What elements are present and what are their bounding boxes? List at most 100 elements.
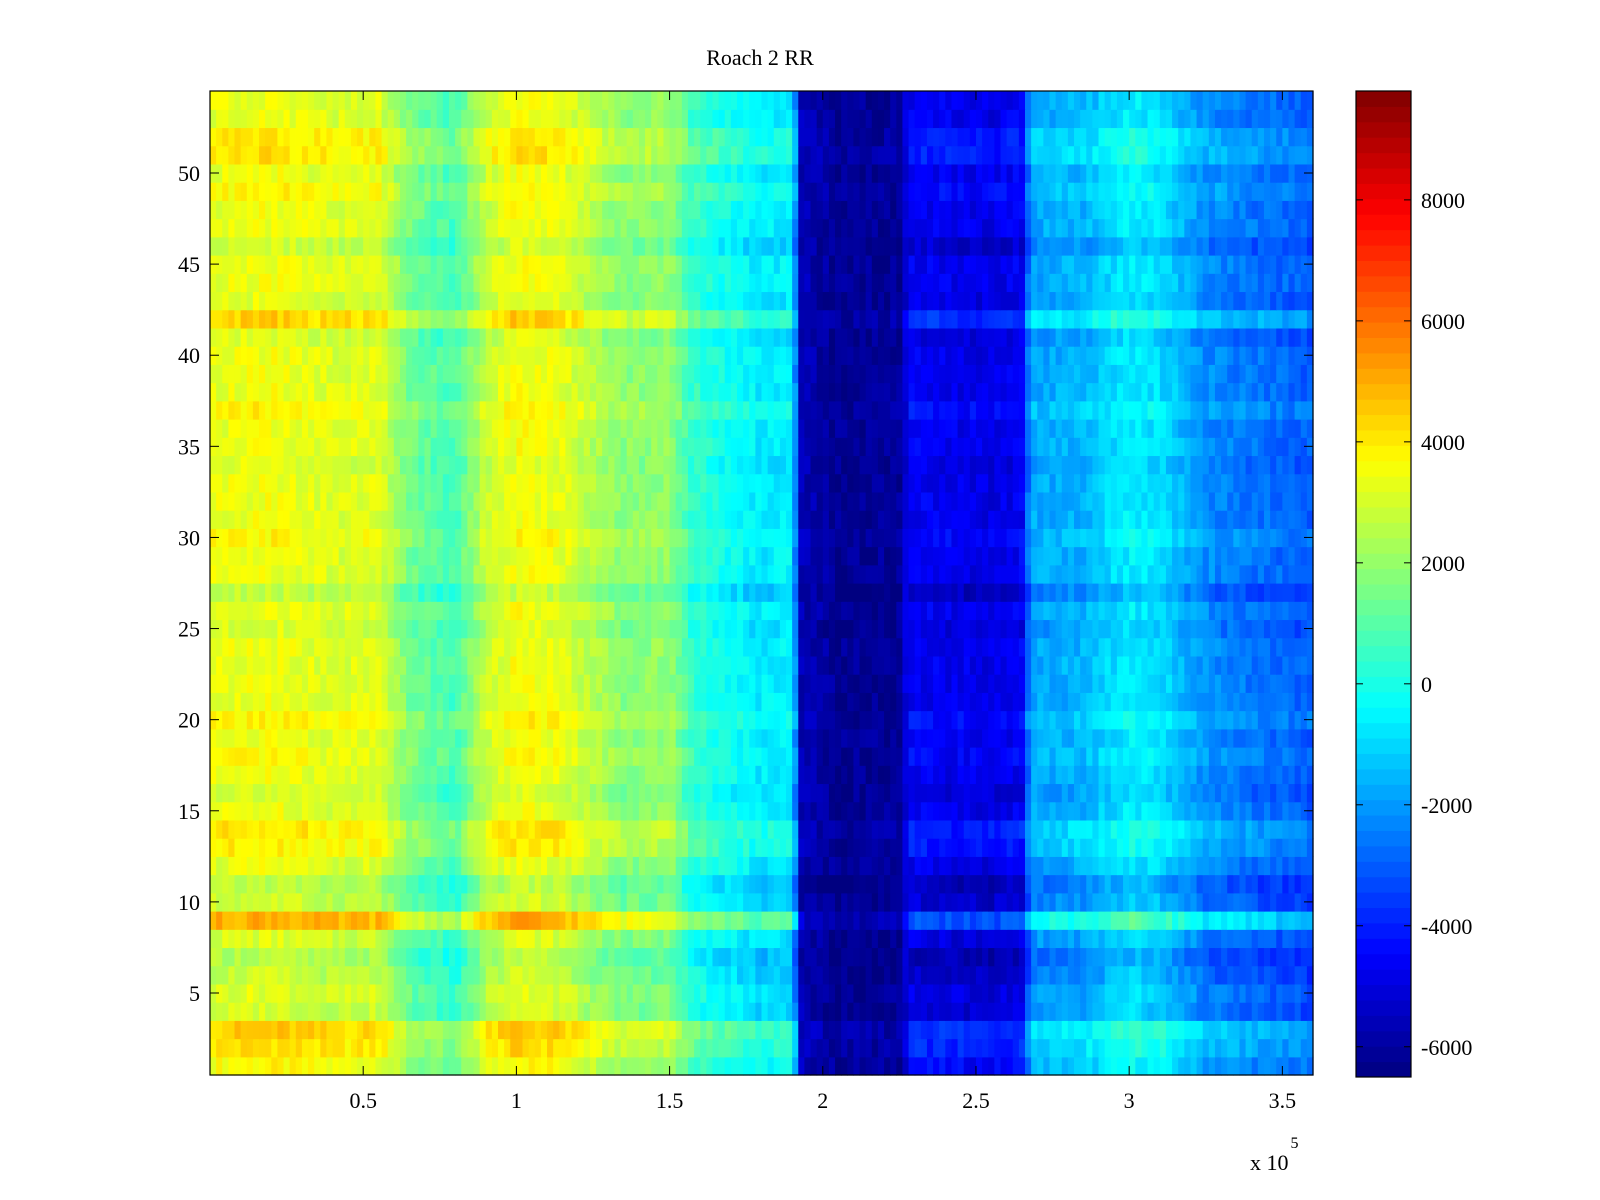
heatmap-cell — [473, 674, 481, 693]
heatmap-cell — [577, 947, 585, 967]
heatmap-cell — [1306, 692, 1314, 712]
heatmap-cell — [1086, 619, 1093, 639]
heatmap-cell — [455, 929, 462, 949]
heatmap-cell — [1147, 892, 1155, 912]
heatmap-cell — [338, 674, 346, 693]
heatmap-cell — [504, 983, 511, 1003]
heatmap-cell — [816, 947, 824, 967]
heatmap-cell — [1306, 765, 1314, 785]
heatmap-cell — [1202, 655, 1210, 675]
heatmap-cell — [614, 983, 622, 1003]
heatmap-cell — [724, 619, 732, 639]
heatmap-cell — [841, 674, 848, 693]
heatmap-cell — [240, 583, 248, 602]
heatmap-cell — [1306, 874, 1314, 894]
heatmap-cell — [1214, 965, 1222, 985]
heatmap-cell — [1061, 710, 1069, 730]
heatmap-cell — [1074, 874, 1081, 894]
heatmap-cell — [522, 929, 530, 949]
heatmap-cell — [828, 911, 836, 930]
heatmap-cell — [436, 1056, 444, 1076]
heatmap-cell — [914, 929, 922, 949]
heatmap-cell — [1092, 692, 1100, 712]
heatmap-cell — [792, 637, 799, 657]
heatmap-cell — [614, 874, 622, 894]
heatmap-cell — [547, 747, 554, 766]
heatmap-cell — [577, 783, 585, 803]
heatmap-cell — [1141, 747, 1149, 766]
heatmap-cell — [1190, 1056, 1198, 1076]
heatmap-cell — [553, 1038, 560, 1058]
heatmap-cell — [1018, 819, 1026, 839]
heatmap-cell — [455, 874, 462, 894]
heatmap-cell — [1135, 1038, 1143, 1058]
heatmap-cell — [1294, 801, 1302, 821]
heatmap-cell — [1000, 710, 1008, 730]
heatmap-cell — [896, 619, 904, 639]
heatmap-cell — [822, 856, 830, 876]
heatmap-cell — [277, 892, 285, 912]
heatmap-cell — [957, 892, 965, 912]
heatmap-cell — [1061, 911, 1069, 930]
heatmap-cell — [289, 983, 297, 1003]
heatmap-cell — [933, 692, 940, 712]
heatmap-cell — [926, 765, 934, 785]
heatmap-cell — [779, 619, 787, 639]
heatmap-cell — [859, 911, 867, 930]
heatmap-cell — [804, 692, 812, 712]
heatmap-cell — [1018, 601, 1026, 621]
heatmap-cell — [687, 838, 695, 857]
heatmap-cell — [1270, 947, 1277, 967]
heatmap-cell — [975, 929, 983, 949]
heatmap-cell — [1153, 947, 1161, 967]
heatmap-cell — [547, 801, 554, 821]
heatmap-cell — [1178, 965, 1185, 985]
heatmap-cell — [969, 911, 977, 930]
heatmap-cell — [1006, 655, 1014, 675]
heatmap-cell — [798, 1002, 805, 1021]
heatmap-cell — [638, 728, 646, 748]
heatmap-cell — [896, 1056, 904, 1076]
heatmap-cell — [369, 856, 377, 876]
heatmap-cell — [822, 710, 830, 730]
heatmap-cell — [1153, 983, 1161, 1003]
heatmap-cell — [259, 801, 266, 821]
heatmap-cell — [1263, 674, 1271, 693]
heatmap-cell — [418, 965, 426, 985]
heatmap-cell — [216, 1038, 223, 1058]
heatmap-cell — [761, 655, 769, 675]
heatmap-cell — [393, 965, 401, 985]
heatmap-cell — [718, 801, 726, 821]
heatmap-cell — [706, 911, 714, 930]
heatmap-cell — [773, 965, 781, 985]
heatmap-cell — [1061, 1002, 1069, 1021]
heatmap-cell — [975, 911, 983, 930]
heatmap-cell — [675, 947, 683, 967]
heatmap-cell — [1227, 637, 1234, 657]
heatmap-cell — [1000, 674, 1008, 693]
heatmap-cell — [491, 655, 499, 675]
heatmap-cell — [1049, 1038, 1057, 1058]
heatmap-cell — [859, 637, 867, 657]
heatmap-cell — [491, 692, 499, 712]
heatmap-cell — [645, 1020, 652, 1040]
heatmap-cell — [522, 983, 530, 1003]
heatmap-cell — [712, 1002, 720, 1021]
heatmap-cell — [1018, 783, 1026, 803]
heatmap-cell — [596, 692, 603, 712]
heatmap-cell — [1037, 619, 1044, 639]
heatmap-cell — [534, 911, 542, 930]
heatmap-cell — [1300, 819, 1308, 839]
heatmap-cell — [1037, 1020, 1044, 1040]
heatmap-cell — [632, 874, 640, 894]
heatmap-cell — [700, 692, 707, 712]
heatmap-cell — [1251, 947, 1259, 967]
heatmap-cell — [369, 655, 377, 675]
heatmap-cell — [804, 583, 812, 602]
heatmap-cell — [828, 856, 836, 876]
heatmap-cell — [761, 929, 769, 949]
heatmap-cell — [1024, 583, 1032, 602]
heatmap-cell — [798, 728, 805, 748]
heatmap-cell — [822, 1002, 830, 1021]
heatmap-cell — [387, 692, 395, 712]
